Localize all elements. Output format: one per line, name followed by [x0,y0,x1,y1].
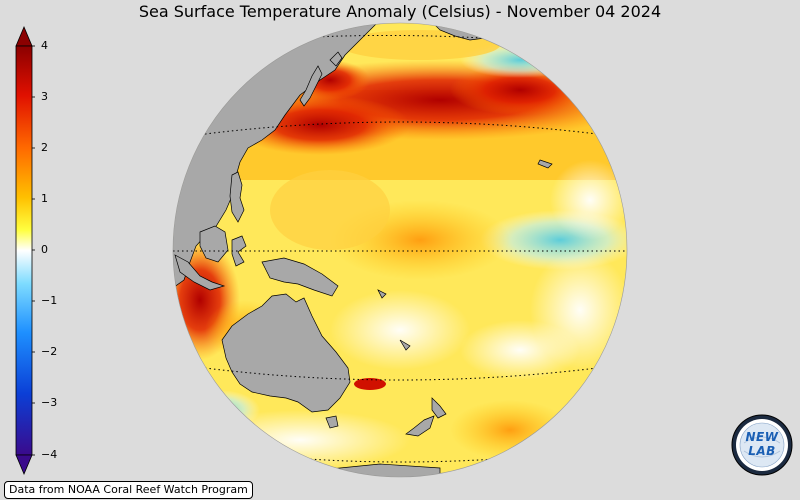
philippines-islands [229,171,245,223]
new-zealand-islands [431,397,447,419]
borneo-island [199,225,229,263]
colorbar-bottom-arrow [15,454,33,476]
japan-islands [299,65,323,107]
australia-landmass [221,293,351,413]
new-lab-logo [731,414,793,476]
colorbar-tick-label: 0 [41,243,48,256]
colorbar-tick-label: −1 [41,294,58,307]
data-credit-label: Data from NOAA Coral Reef Watch Program [4,481,253,499]
map-title: Sea Surface Temperature Anomaly (Celsius… [138,2,662,21]
colorbar-tick-label: −2 [41,345,58,358]
colorbar-tick-label: 2 [41,141,48,154]
new-guinea-island [261,257,339,297]
colorbar-tick-label: 1 [41,192,48,205]
colorbar [15,25,35,476]
colorbar-tick-label: −4 [41,448,58,461]
logo-text: NEW LAB [745,430,779,458]
colorbar-tick-label: 4 [41,39,48,52]
colorbar-tick-label: 3 [41,90,48,103]
globe-outline [172,22,628,478]
colorbar-tick-label: −3 [41,396,58,409]
